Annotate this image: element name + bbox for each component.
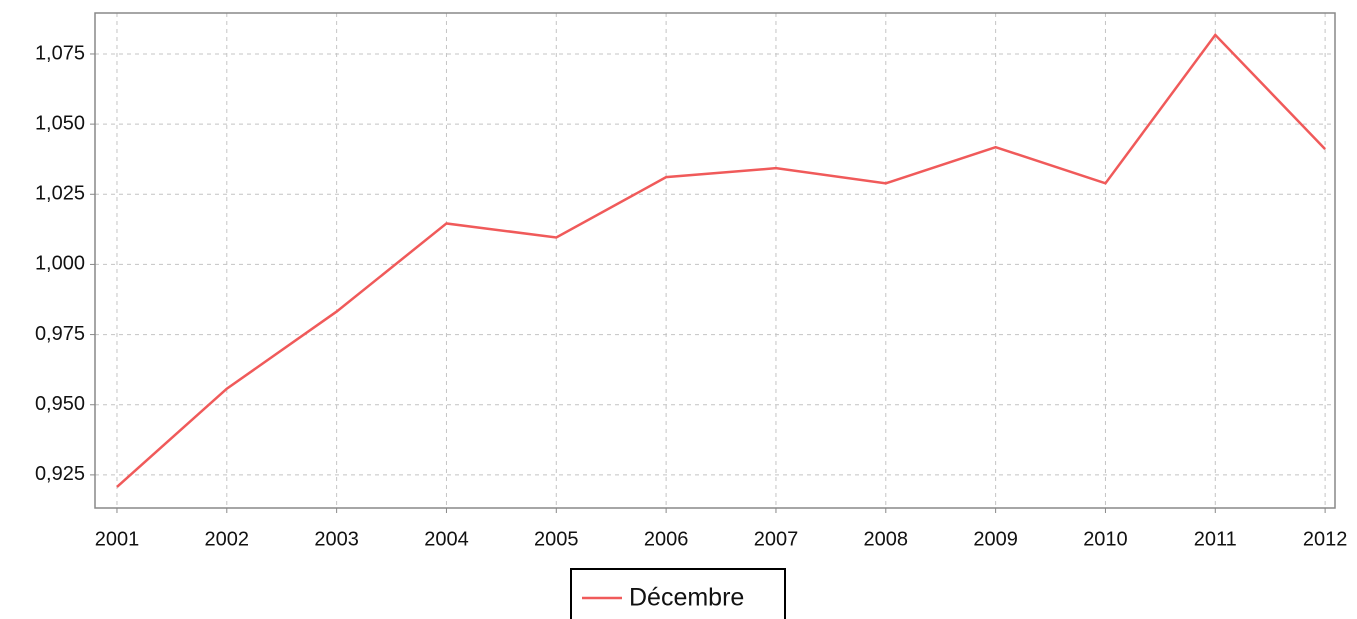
y-tick-label: 0,925 bbox=[35, 463, 85, 485]
y-tick-label: 1,075 bbox=[35, 42, 85, 64]
x-tick-label: 2008 bbox=[864, 528, 909, 550]
x-tick-label: 2005 bbox=[534, 528, 579, 550]
plot-border bbox=[94, 12, 1336, 509]
y-tick-label: 1,000 bbox=[35, 253, 85, 275]
y-tick-label: 0,975 bbox=[35, 323, 85, 345]
x-tick-label: 2007 bbox=[754, 528, 799, 550]
x-tick-label: 2012 bbox=[1303, 528, 1348, 550]
x-tick-label: 2010 bbox=[1083, 528, 1128, 550]
x-tick-label: 2006 bbox=[644, 528, 689, 550]
y-tick-label: 1,050 bbox=[35, 112, 85, 134]
y-tick-label: 1,025 bbox=[35, 183, 85, 205]
legend-box bbox=[570, 568, 786, 619]
line-series bbox=[116, 32, 1327, 488]
x-tick-label: 2002 bbox=[205, 528, 250, 550]
legend-label: Décembre bbox=[629, 584, 744, 612]
x-tick-label: 2001 bbox=[95, 528, 140, 550]
x-tick-label: 2003 bbox=[314, 528, 359, 550]
y-tick-label: 0,950 bbox=[35, 393, 85, 415]
x-tick-label: 2011 bbox=[1194, 528, 1237, 550]
x-tick-label: 2009 bbox=[973, 528, 1018, 550]
x-tick-label: 2004 bbox=[424, 528, 469, 550]
